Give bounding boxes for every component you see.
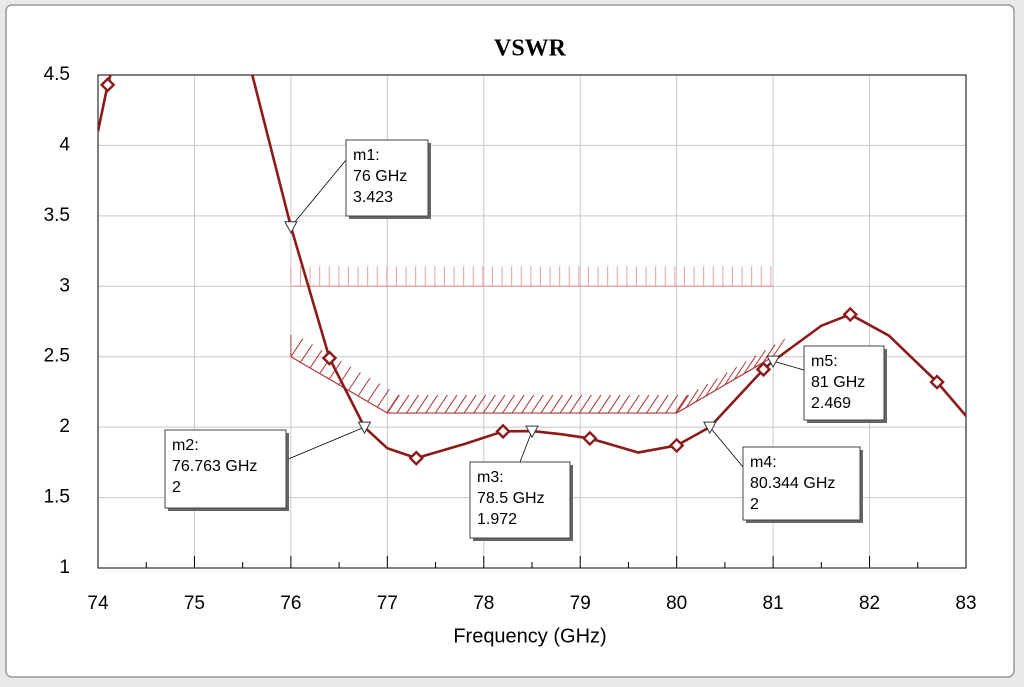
limit-hatch [290,266,772,287]
x-tick-label: 83 [955,593,976,614]
limit-line [290,334,786,414]
limit-hatch [290,334,786,414]
marker-text: m2: [172,437,199,454]
marker-text: m4: [750,454,777,471]
x-tick-label: 77 [377,593,398,614]
x-tick-label: 79 [570,593,591,614]
x-tick-label: 74 [87,593,109,614]
marker-triangle [357,421,372,435]
marker-text: 80.344 GHz [750,475,835,492]
point-marker [755,361,772,378]
x-tick-label: 80 [666,593,687,614]
marker-text: m1: [353,147,380,164]
marker-box [803,345,885,421]
marker-box [164,429,287,509]
point-marker [321,350,338,366]
marker-text: m3: [477,469,504,486]
point-marker [929,374,945,390]
leader-line [290,159,347,227]
marker-text: m5: [811,353,838,370]
marker-text: 1.972 [477,511,517,528]
marker-box [742,446,861,521]
y-tick-label: 3.5 [44,205,70,226]
marker-text: 76 GHz [353,168,407,185]
y-tick-label: 3 [59,275,70,296]
point-marker [842,306,858,323]
y-tick-label: 2.5 [44,346,70,367]
marker-text: 2.469 [811,395,851,412]
marker-text: 76.763 GHz [172,458,257,475]
y-tick-label: 1 [59,557,70,578]
leader-line [285,426,365,461]
point-marker [495,423,511,440]
x-tick-label: 75 [184,593,205,614]
leader-line [773,360,805,371]
marker-text: 2 [172,479,181,496]
point-marker [668,437,685,454]
y-tick-label: 4 [59,134,70,155]
x-tick-label: 76 [280,593,301,614]
x-tick-label: 82 [859,593,880,614]
marker-triangle [766,355,780,369]
marker-triangle [703,421,717,435]
x-tick-label: 78 [473,593,494,614]
limit-line [290,266,774,287]
plot-border [97,74,967,569]
x-axis-label: Frequency (GHz) [453,625,606,647]
y-tick-label: 2 [59,416,70,437]
point-marker [99,77,116,93]
leader-line [519,430,533,463]
x-tick-label: 81 [763,593,784,614]
marker-text: 78.5 GHz [477,490,545,507]
marker-text: 81 GHz [811,374,865,391]
y-tick-label: 1.5 [44,487,70,508]
chart-title: VSWR [494,36,567,62]
marker-box [469,461,571,539]
y-tick-label: 4.5 [44,64,70,85]
marker-text: 2 [750,496,759,513]
marker-triangle [284,221,298,234]
point-marker [408,450,424,466]
marker-text: 3.423 [353,189,393,206]
leader-line [709,426,744,468]
marker-box [345,139,429,217]
marker-triangle [525,425,539,439]
point-marker [582,430,598,447]
